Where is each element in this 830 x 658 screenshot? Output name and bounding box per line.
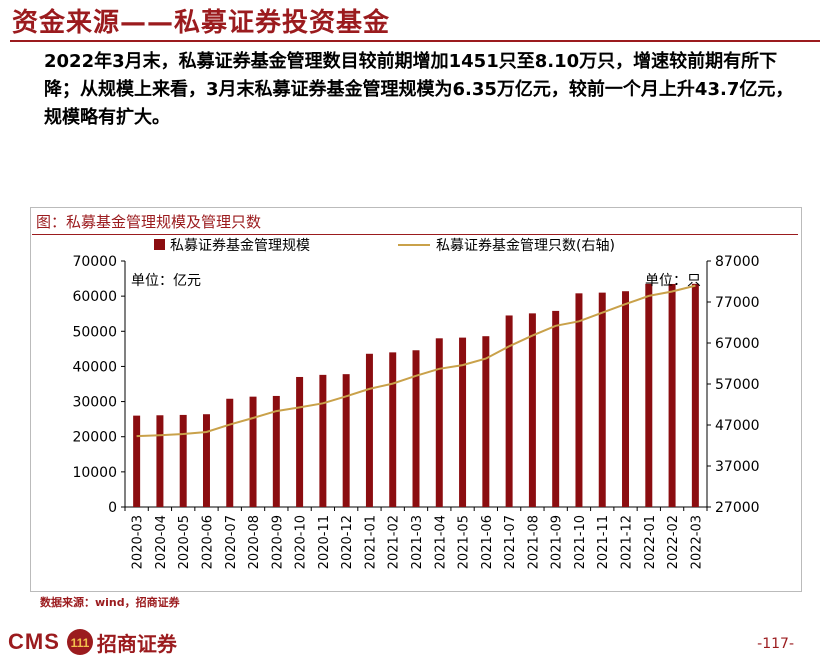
legend-label-bar: 私募证券基金管理规模 bbox=[170, 237, 310, 254]
data-source: 数据来源：wind，招商证券 bbox=[40, 596, 180, 609]
legend-label-line: 私募证券基金管理只数(右轴) bbox=[436, 237, 615, 254]
x-tick-label: 2021-06 bbox=[480, 515, 495, 569]
bar bbox=[668, 283, 676, 507]
bar bbox=[226, 398, 234, 507]
x-tick-label: 2021-03 bbox=[410, 515, 425, 569]
x-tick-label: 2020-05 bbox=[177, 515, 192, 569]
y-right-tick-label: 27000 bbox=[715, 500, 760, 516]
y-left-unit-label: 单位：亿元 bbox=[131, 273, 201, 289]
fund-chart: 0 10000 20000 30000 40000 50000 60000 70000 2700… bbox=[72, 237, 760, 569]
y-right-tick-label: 67000 bbox=[715, 336, 760, 352]
bar bbox=[296, 376, 304, 507]
bar bbox=[202, 414, 210, 507]
x-tick-label: 2020-09 bbox=[270, 515, 285, 569]
y-right-tick-label: 57000 bbox=[715, 377, 760, 393]
bar bbox=[365, 353, 373, 507]
page-title: 资金来源——私募证券投资基金 bbox=[12, 8, 391, 38]
bar bbox=[645, 283, 653, 507]
logo-brand-name: 招商证券 bbox=[96, 631, 177, 656]
bar bbox=[575, 293, 583, 507]
bar bbox=[435, 338, 443, 507]
bar bbox=[342, 374, 350, 507]
y-right-tick-label: 87000 bbox=[715, 254, 760, 270]
x-tick-label: 2021-08 bbox=[526, 515, 541, 569]
x-tick-label: 2021-10 bbox=[573, 515, 588, 569]
x-tick-label: 2021-05 bbox=[457, 515, 472, 569]
bar bbox=[598, 292, 606, 507]
title-divider bbox=[10, 40, 820, 42]
bar bbox=[459, 337, 467, 507]
bar bbox=[622, 291, 630, 507]
brand-logo: CMS 111 招商证券 bbox=[8, 628, 177, 656]
chart-title-divider bbox=[32, 234, 798, 235]
bar bbox=[412, 350, 420, 507]
x-tick-label: 2021-07 bbox=[503, 515, 518, 569]
x-tick-label: 2021-12 bbox=[620, 515, 635, 569]
x-tick-label: 2022-02 bbox=[666, 515, 681, 569]
x-tick-label: 2020-03 bbox=[131, 515, 146, 569]
bar bbox=[552, 310, 560, 507]
x-tick-label: 2020-04 bbox=[154, 515, 169, 569]
bar bbox=[272, 395, 280, 507]
bar bbox=[528, 313, 536, 507]
bar bbox=[249, 396, 257, 507]
y-left-tick-label: 40000 bbox=[72, 359, 117, 375]
y-right-tick-label: 47000 bbox=[715, 418, 760, 434]
summary-paragraph: 2022年3月末，私募证券基金管理数目较前期增加1451只至8.10万只，增速较… bbox=[44, 51, 794, 128]
x-tick-label: 2022-01 bbox=[643, 515, 658, 569]
logo-badge-text: 111 bbox=[71, 636, 90, 650]
chart-title: 图：私募基金管理规模及管理只数 bbox=[36, 213, 262, 231]
bar bbox=[482, 336, 490, 507]
x-tick-label: 2020-08 bbox=[247, 515, 262, 569]
x-tick-label: 2021-09 bbox=[550, 515, 565, 569]
bar bbox=[389, 352, 397, 507]
bar bbox=[133, 415, 141, 507]
bar bbox=[179, 414, 187, 507]
bar bbox=[505, 315, 513, 507]
x-tick-label: 2020-06 bbox=[200, 515, 215, 569]
y-left-tick-label: 10000 bbox=[72, 465, 117, 481]
y-right-tick-label: 77000 bbox=[715, 295, 760, 311]
y-left-tick-label: 20000 bbox=[72, 430, 117, 446]
x-tick-label: 2020-07 bbox=[224, 515, 239, 569]
y-left-tick-label: 0 bbox=[108, 500, 117, 516]
page-number: -117- bbox=[757, 636, 794, 652]
logo-cms-text: CMS bbox=[8, 629, 60, 654]
y-left-tick-label: 30000 bbox=[72, 395, 117, 411]
y-left-tick-label: 50000 bbox=[72, 324, 117, 340]
logo-badge-icon: 111 bbox=[66, 629, 93, 655]
bar bbox=[691, 283, 699, 507]
legend-swatch-bar bbox=[154, 239, 165, 250]
x-tick-label: 2020-10 bbox=[294, 515, 309, 569]
y-right-unit-label: 单位：只 bbox=[645, 273, 701, 289]
y-right-tick-label: 37000 bbox=[715, 459, 760, 475]
x-tick-label: 2022-03 bbox=[689, 515, 704, 569]
x-tick-label: 2020-12 bbox=[340, 515, 355, 569]
bar bbox=[319, 374, 327, 507]
x-tick-label: 2021-11 bbox=[596, 515, 611, 569]
chart-frame bbox=[30, 207, 802, 592]
bar bbox=[156, 415, 164, 507]
y-left-tick-label: 70000 bbox=[72, 254, 117, 270]
x-tick-label: 2020-11 bbox=[317, 515, 332, 569]
x-tick-label: 2021-01 bbox=[363, 515, 378, 569]
series-line bbox=[136, 284, 696, 438]
x-tick-label: 2021-04 bbox=[433, 515, 448, 569]
y-left-tick-label: 60000 bbox=[72, 289, 117, 305]
x-tick-label: 2021-02 bbox=[387, 515, 402, 569]
